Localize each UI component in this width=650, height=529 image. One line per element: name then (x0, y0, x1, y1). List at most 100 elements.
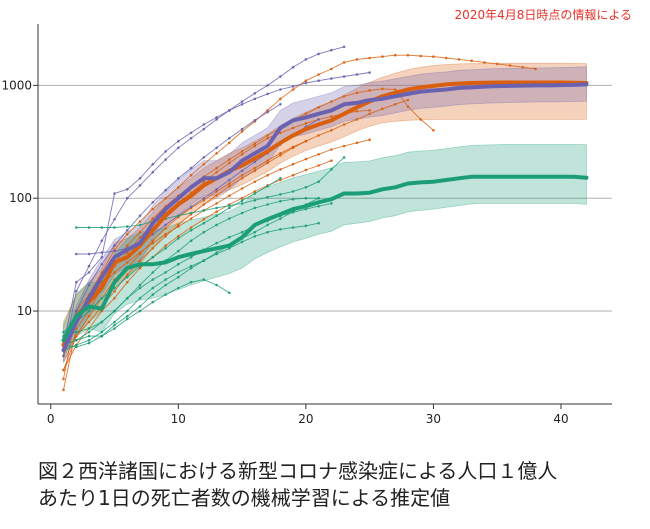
thin-point-orange-3-19 (304, 122, 308, 125)
thin-point-orange-0-17 (279, 97, 282, 101)
thin-point-purple-7-7 (151, 170, 155, 174)
thin-point-green-14-4 (113, 320, 116, 324)
thin-point-orange-2-16 (266, 159, 269, 162)
thin-point-orange-5-9 (177, 235, 180, 238)
thin-point-orange-1-21 (330, 100, 333, 103)
thin-point-orange-3-14 (240, 153, 244, 156)
thin-point-purple-7-0 (62, 354, 65, 358)
thin-point-orange-0-13 (228, 141, 231, 145)
thin-point-green-11-20 (330, 168, 333, 171)
thin-point-orange-6-0 (75, 334, 78, 338)
thin-point-green-14-3 (100, 330, 104, 334)
y-tick-label-10: 10 (17, 304, 32, 318)
thin-point-green-15-9 (189, 255, 193, 259)
thin-point-green-12-13 (228, 217, 231, 220)
thin-point-orange-1-0 (62, 388, 65, 392)
thin-point-orange-2-8 (164, 227, 167, 230)
median-lines (61, 80, 589, 353)
thin-point-green-14-10 (189, 264, 193, 268)
thin-point-purple-10-4 (113, 244, 116, 247)
thin-point-green-16-1 (75, 345, 78, 349)
thin-point-orange-0-28 (419, 54, 423, 58)
thin-point-purple-8-10 (189, 131, 193, 135)
caption-line-2: あたり1日の死亡者数の機械学習による推定値 (38, 486, 451, 510)
thin-point-orange-3-23 (355, 109, 359, 113)
thin-point-green-13-8 (164, 293, 167, 296)
thin-point-orange-1-29 (432, 129, 435, 132)
thin-point-purple-8-1 (75, 280, 78, 284)
thin-point-green-11-8 (177, 214, 180, 217)
thin-point-purple-10-11 (202, 156, 206, 159)
thin-point-green-17-10 (189, 229, 193, 232)
thin-point-purple-8-12 (215, 116, 218, 119)
thin-point-orange-4-12 (215, 202, 218, 205)
thin-point-orange-0-20 (317, 73, 320, 76)
thin-point-orange-0-22 (342, 61, 346, 64)
thin-point-orange-2-14 (240, 173, 244, 177)
thin-point-purple-8-18 (291, 85, 295, 88)
thin-point-green-15-7 (164, 271, 167, 274)
thin-point-orange-5-6 (138, 266, 142, 270)
thin-point-purple-7-8 (164, 158, 167, 161)
thin-point-purple-8-22 (342, 75, 346, 78)
thin-point-purple-9-0 (75, 252, 78, 256)
thin-point-orange-6-11 (215, 194, 218, 197)
thin-point-orange-4-22 (342, 144, 346, 148)
thin-point-green-13-10 (189, 280, 193, 284)
thin-point-green-16-9 (177, 275, 180, 279)
thin-point-orange-1-20 (317, 106, 320, 109)
thin-point-green-14-17 (279, 228, 282, 231)
thin-point-green-15-20 (330, 202, 333, 205)
thin-point-green-15-3 (113, 309, 116, 313)
thin-point-green-17-13 (228, 206, 231, 210)
thin-point-orange-1-5 (126, 244, 129, 247)
thin-point-orange-2-17 (279, 152, 282, 155)
thin-point-purple-7-18 (291, 65, 295, 69)
thin-point-green-12-17 (279, 199, 282, 203)
thin-point-purple-10-13 (228, 136, 231, 140)
thin-point-purple-10-1 (75, 309, 78, 313)
thin-point-orange-3-21 (330, 115, 333, 118)
thin-point-green-14-9 (177, 271, 180, 274)
thin-point-green-16-17 (279, 217, 282, 220)
thin-point-green-15-12 (228, 236, 231, 239)
thin-point-green-15-8 (177, 262, 180, 266)
thin-point-purple-7-4 (113, 218, 116, 221)
thin-point-orange-1-28 (419, 118, 423, 121)
thin-point-purple-7-21 (330, 48, 333, 52)
thin-point-orange-0-18 (291, 88, 295, 91)
thin-point-orange-4-6 (138, 251, 142, 254)
thin-point-orange-4-15 (253, 180, 257, 183)
thin-point-green-17-15 (253, 192, 257, 195)
figure-caption: 図２西洋諸国における新型コロナ感染症による人口１億人 あたり1日の死亡者数の機械… (38, 458, 638, 512)
thin-point-orange-0-31 (457, 58, 461, 61)
thin-point-purple-9-13 (240, 169, 244, 173)
thin-point-green-11-12 (228, 204, 231, 207)
thin-point-purple-7-12 (215, 118, 218, 121)
thin-line-green-11 (76, 157, 345, 228)
thin-point-orange-3-6 (138, 236, 142, 239)
thin-point-orange-4-4 (113, 271, 116, 274)
median-line-orange (61, 80, 589, 347)
thin-point-orange-5-12 (215, 210, 218, 213)
thin-point-orange-1-19 (304, 112, 308, 116)
thin-point-orange-5-19 (304, 168, 308, 172)
thin-point-orange-1-24 (368, 89, 371, 92)
thin-point-orange-0-21 (330, 67, 333, 71)
thin-point-green-14-19 (304, 224, 308, 228)
thin-point-orange-5-20 (317, 164, 320, 167)
thin-point-orange-0-33 (483, 61, 486, 64)
thin-line-orange-5 (63, 160, 332, 371)
thin-point-green-16-4 (113, 323, 116, 327)
thin-point-orange-0-23 (355, 58, 359, 61)
thin-point-green-13-5 (126, 317, 129, 321)
thin-point-green-14-2 (87, 339, 91, 342)
thin-point-orange-4-7 (151, 241, 155, 245)
thin-point-purple-8-17 (279, 88, 282, 91)
thin-point-purple-10-6 (138, 214, 142, 217)
thin-point-purple-8-20 (317, 79, 320, 82)
thin-point-purple-7-5 (126, 196, 129, 200)
thin-point-purple-8-6 (138, 177, 142, 180)
thin-point-orange-5-15 (253, 190, 257, 193)
thin-point-green-17-7 (151, 255, 155, 259)
